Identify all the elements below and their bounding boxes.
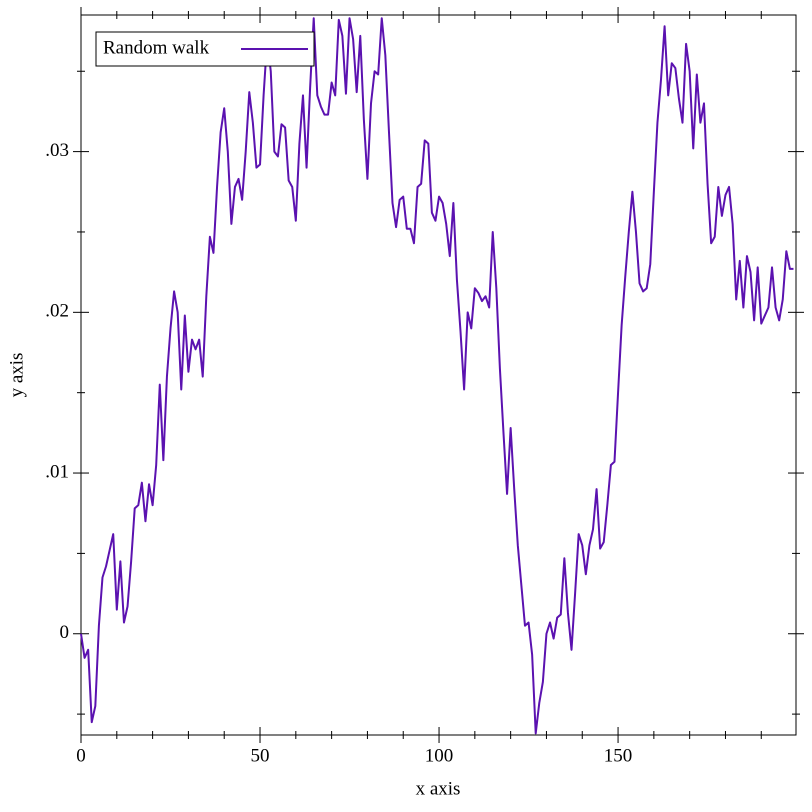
x-tick-label: 0 [76, 745, 86, 766]
legend-label: Random walk [103, 37, 210, 58]
plot-frame [80, 14, 797, 736]
x-tick-label: 150 [604, 745, 633, 766]
x-tick-label: 50 [251, 745, 270, 766]
line-series [80, 17, 794, 735]
x-axis-label: x axis [416, 778, 461, 799]
y-tick-label: 0 [60, 622, 70, 643]
y-tick-label: .02 [45, 301, 69, 322]
y-tick-label: .01 [45, 461, 69, 482]
x-tick-label: 100 [425, 745, 454, 766]
y-axis-label: y axis [6, 353, 27, 398]
y-tick-label: .03 [45, 140, 69, 161]
